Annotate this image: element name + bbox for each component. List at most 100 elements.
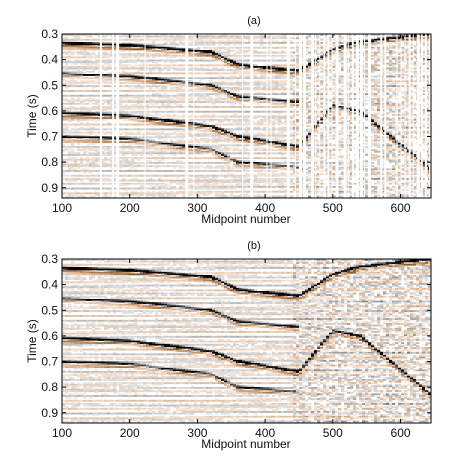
panel-a-trace: [371, 34, 375, 198]
panel-a-trace: [332, 34, 336, 198]
panel-a-trace: [110, 34, 114, 198]
panel-a-trace: [374, 34, 378, 198]
panel-a-trace: [386, 35, 390, 198]
panel-b-trace: [266, 259, 270, 423]
panel-b-x-tick-label: 600: [391, 426, 411, 440]
panel-b-trace: [224, 259, 228, 423]
panel-b-trace: [122, 259, 126, 423]
panel-a-trace: [278, 35, 282, 198]
panel-b-trace: [290, 259, 294, 423]
panel-a-missing-trace: [319, 34, 321, 198]
panel-b-trace: [212, 260, 216, 423]
panel-a-missing-trace: [270, 34, 272, 198]
panel-b-trace: [350, 259, 354, 421]
panel-b-trace: [335, 259, 339, 423]
panel-a-trace: [320, 34, 324, 198]
panel-a-trace: [419, 34, 423, 193]
panel-b-trace: [128, 260, 132, 423]
panel-a-trace: [218, 35, 222, 198]
panel-a-trace: [140, 35, 144, 198]
panel-a-trace: [188, 35, 192, 198]
panel-b-trace: [137, 260, 141, 423]
panel-b-trace: [143, 259, 147, 423]
panel-b-xlabel: Midpoint number: [201, 437, 290, 451]
panel-a-y-tick-label: 0.3: [41, 27, 58, 41]
panel-a-trace: [341, 35, 345, 198]
panel-a-trace: [239, 35, 243, 198]
panel-a-y-tick-label: 0.9: [41, 181, 58, 195]
panel-b-trace: [275, 259, 279, 423]
panel-a-trace: [131, 34, 135, 198]
panel-b-x-tick-label: 200: [120, 426, 140, 440]
panel-b-x-tick-label: 400: [255, 426, 275, 440]
panel-a-trace: [113, 34, 117, 198]
panel-b-trace: [200, 260, 204, 423]
panel-a-missing-trace: [343, 34, 347, 198]
panel-b-trace: [206, 259, 210, 423]
panel-a-trace: [350, 34, 354, 198]
panel-a-missing-trace: [99, 34, 102, 198]
panel-b-trace: [71, 259, 75, 423]
panel-b-trace: [203, 260, 207, 423]
panel-a-trace: [230, 35, 234, 198]
panel-a-missing-trace: [193, 34, 195, 198]
panel-a-trace: [197, 34, 201, 198]
panel-a-trace: [62, 34, 66, 198]
panel-b-ylabel: Time (s): [25, 319, 39, 363]
panel-a-trace: [296, 34, 300, 198]
panel-b-trace: [401, 259, 405, 423]
panel-a-missing-trace: [294, 34, 296, 198]
panel-a-trace: [98, 34, 102, 198]
panel-b-trace: [215, 260, 219, 423]
panel-a-trace: [227, 35, 231, 198]
panel-b-trace: [323, 259, 327, 423]
panel-b-trace: [116, 259, 120, 423]
panel-a-trace: [422, 34, 426, 198]
panel-a-x-tick-label: 400: [255, 201, 275, 215]
panel-b-trace: [371, 259, 375, 421]
panel-b-trace: [83, 259, 87, 423]
panel-a-missing-trace: [396, 34, 398, 198]
panel-b-trace: [194, 260, 198, 423]
panel-b-trace: [356, 259, 360, 423]
panel-b-trace: [209, 260, 213, 423]
panel-a-missing-trace: [400, 34, 402, 198]
panel-a-missing-trace: [424, 34, 427, 198]
panel-a-x-tick-label: 200: [120, 201, 140, 215]
panel-b-trace: [353, 263, 357, 423]
panel-b-trace: [329, 262, 333, 423]
panel-b-trace: [416, 259, 420, 421]
panel-b-trace: [161, 259, 165, 423]
panel-a-trace: [236, 35, 240, 198]
panel-b-trace: [272, 259, 276, 423]
panel-b-y-tick-label: 0.8: [41, 380, 58, 394]
panel-b-trace: [278, 259, 282, 423]
panel-a-trace: [266, 35, 270, 198]
panel-a-missing-trace: [408, 34, 411, 198]
panel-a-trace: [293, 34, 297, 198]
panel-b-trace: [404, 259, 408, 423]
panel-a-trace: [224, 34, 228, 198]
panel-a-missing-trace: [368, 34, 372, 198]
panel-b-trace: [110, 259, 114, 423]
panel-a-trace: [245, 35, 249, 198]
panel-b-trace: [95, 259, 99, 423]
panel-a-trace: [308, 34, 312, 198]
panel-b-trace: [284, 259, 288, 423]
panel-a-xlabel: Midpoint number: [201, 212, 290, 226]
panel-a-trace: [200, 35, 204, 195]
panel-a-trace: [353, 34, 357, 198]
panel-b-trace: [341, 259, 345, 423]
panel-a-missing-trace: [335, 34, 339, 198]
panel-a-x-tick-label: 100: [52, 201, 72, 215]
panel-b-y-tick-label: 0.7: [41, 355, 58, 369]
panel-b-trace: [155, 260, 159, 423]
panel-a-missing-trace: [327, 34, 330, 198]
panel-a-trace: [212, 35, 216, 193]
panel-a-x-tick-label: 600: [391, 201, 411, 215]
panel-a-trace: [206, 34, 210, 198]
panel-a-missing-trace: [311, 34, 315, 198]
panel-a-trace: [362, 34, 366, 198]
panel-a-missing-trace: [351, 34, 354, 198]
panel-a-trace: [281, 34, 285, 198]
